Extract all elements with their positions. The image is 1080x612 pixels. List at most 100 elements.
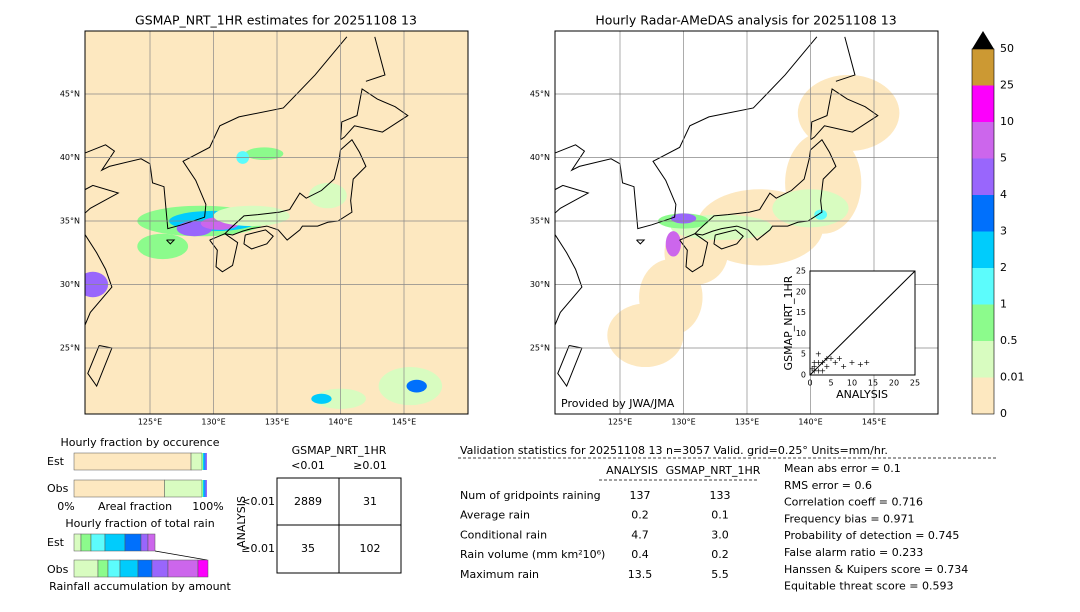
frac-bar <box>201 453 204 470</box>
score: False alarm ratio = 0.233 <box>784 546 923 559</box>
scatter-cross: + <box>819 358 826 367</box>
frac-bar <box>164 479 202 498</box>
rain-bar <box>167 559 199 578</box>
scatter-cross: + <box>811 358 818 367</box>
colorbar-box <box>972 268 994 305</box>
scatter-cross: + <box>857 360 864 369</box>
coastline <box>810 88 879 141</box>
rain-bar <box>137 559 153 578</box>
colorbar-label: 4 <box>1000 188 1007 201</box>
colorbar-box <box>972 231 994 268</box>
inset-x-tick: 5 <box>828 379 833 388</box>
ct-col-header: ≥0.01 <box>353 459 387 472</box>
lon-label: 140°E <box>328 418 352 427</box>
coastline <box>85 184 120 327</box>
scatter-cross: + <box>832 358 839 367</box>
frac-bar <box>204 453 206 470</box>
colorbar-box <box>972 122 994 159</box>
coastline <box>85 36 348 230</box>
coastline <box>694 138 837 241</box>
stat-value: 5.5 <box>711 568 729 581</box>
lon-label: 140°E <box>798 418 822 427</box>
stat-value: 4.7 <box>631 528 649 541</box>
coastline <box>224 138 367 241</box>
panel-title: Hourly fraction by occurence <box>61 436 220 449</box>
colorbar-label: 10 <box>1000 115 1014 128</box>
map-frame <box>554 30 939 415</box>
coastline <box>87 344 113 388</box>
frac-bar <box>201 480 204 497</box>
stat-label: Rain volume (mm km²10⁶) <box>460 548 605 561</box>
ct-row-title: ANALYSIS <box>235 496 248 548</box>
row-label: Obs <box>47 563 69 576</box>
stat-value: 0.4 <box>631 548 649 561</box>
colorbar-label: 3 <box>1000 225 1007 238</box>
score: Mean abs error = 0.1 <box>784 462 901 475</box>
scatter-cross: + <box>815 350 822 359</box>
connector <box>154 550 208 561</box>
stat-value: 0.2 <box>711 548 729 561</box>
score: RMS error = 0.6 <box>784 479 872 492</box>
stat-label: Maximum rain <box>460 568 539 581</box>
rain-bar <box>124 533 142 552</box>
credit: Provided by JWA/JMA <box>561 397 675 410</box>
row-label: Est <box>47 455 65 468</box>
score: Hanssen & Kuipers score = 0.734 <box>784 563 968 576</box>
inset-x-tick: 15 <box>868 379 878 388</box>
lon-label: 125°E <box>138 418 162 427</box>
rain-area <box>607 303 684 368</box>
colorbar-box <box>972 304 994 341</box>
colorbar-label: 25 <box>1000 79 1014 92</box>
axis-label: Areal fraction <box>98 500 172 513</box>
frac-bar <box>73 479 165 498</box>
coastline <box>365 36 386 82</box>
map-content <box>85 31 468 414</box>
scatter-cross: + <box>836 354 843 363</box>
lat-label: 40°N <box>530 153 550 162</box>
scatter-cross: + <box>819 366 826 375</box>
score: Equitable threat score = 0.593 <box>784 580 953 593</box>
panel-title: Hourly fraction of total rain <box>65 517 214 530</box>
lat-label: 45°N <box>530 90 550 99</box>
rain-bar <box>119 559 139 578</box>
rain-bar <box>73 533 82 552</box>
score: Correlation coeff = 0.716 <box>784 496 923 509</box>
scatter-cross: + <box>815 366 822 375</box>
rain-bar <box>80 533 92 552</box>
colorbar-box <box>972 158 994 195</box>
lat-label: 25°N <box>60 344 80 353</box>
rain-bar <box>140 533 149 552</box>
scatter-cross: + <box>811 366 818 375</box>
lat-label: 25°N <box>530 344 550 353</box>
score: Probability of detection = 0.745 <box>784 529 959 542</box>
lat-label: 35°N <box>530 217 550 226</box>
score: Frequency bias = 0.971 <box>784 512 915 525</box>
left-map-title: GSMAP_NRT_1HR estimates for 20251108 13 <box>135 13 417 28</box>
lat-label: 30°N <box>530 280 550 289</box>
scatter-cross: + <box>809 364 816 373</box>
scatter-cross: + <box>849 358 856 367</box>
rain-area <box>308 182 347 209</box>
lat-label: 45°N <box>60 90 80 99</box>
inset-y-tick: 0 <box>801 371 806 380</box>
stat-label: Conditional rain <box>460 528 547 541</box>
colorbar-box <box>972 49 994 86</box>
inset-x-tick: 10 <box>847 379 857 388</box>
validation-title: Validation statistics for 20251108 13 n=… <box>460 444 888 457</box>
lon-label: 135°E <box>265 418 289 427</box>
rain-bar <box>197 559 209 578</box>
coastline <box>555 184 590 327</box>
rain-area <box>311 393 332 404</box>
rain-bar <box>107 559 121 578</box>
coastline <box>679 233 709 273</box>
frac-bar <box>205 480 207 497</box>
colorbar-extend <box>972 31 994 49</box>
coastline <box>555 36 818 230</box>
maps: 125°E 130°E 135°E 140°E 145°E 45°N 40°N 35°N 30°… <box>60 30 939 427</box>
stat-header: ANALYSIS <box>606 464 658 477</box>
rain-bar <box>90 533 106 552</box>
lon-label: 130°E <box>671 418 695 427</box>
lon-label: 135°E <box>735 418 759 427</box>
colorbar-label: 0.5 <box>1000 334 1018 347</box>
ct-cell: 35 <box>301 542 315 555</box>
